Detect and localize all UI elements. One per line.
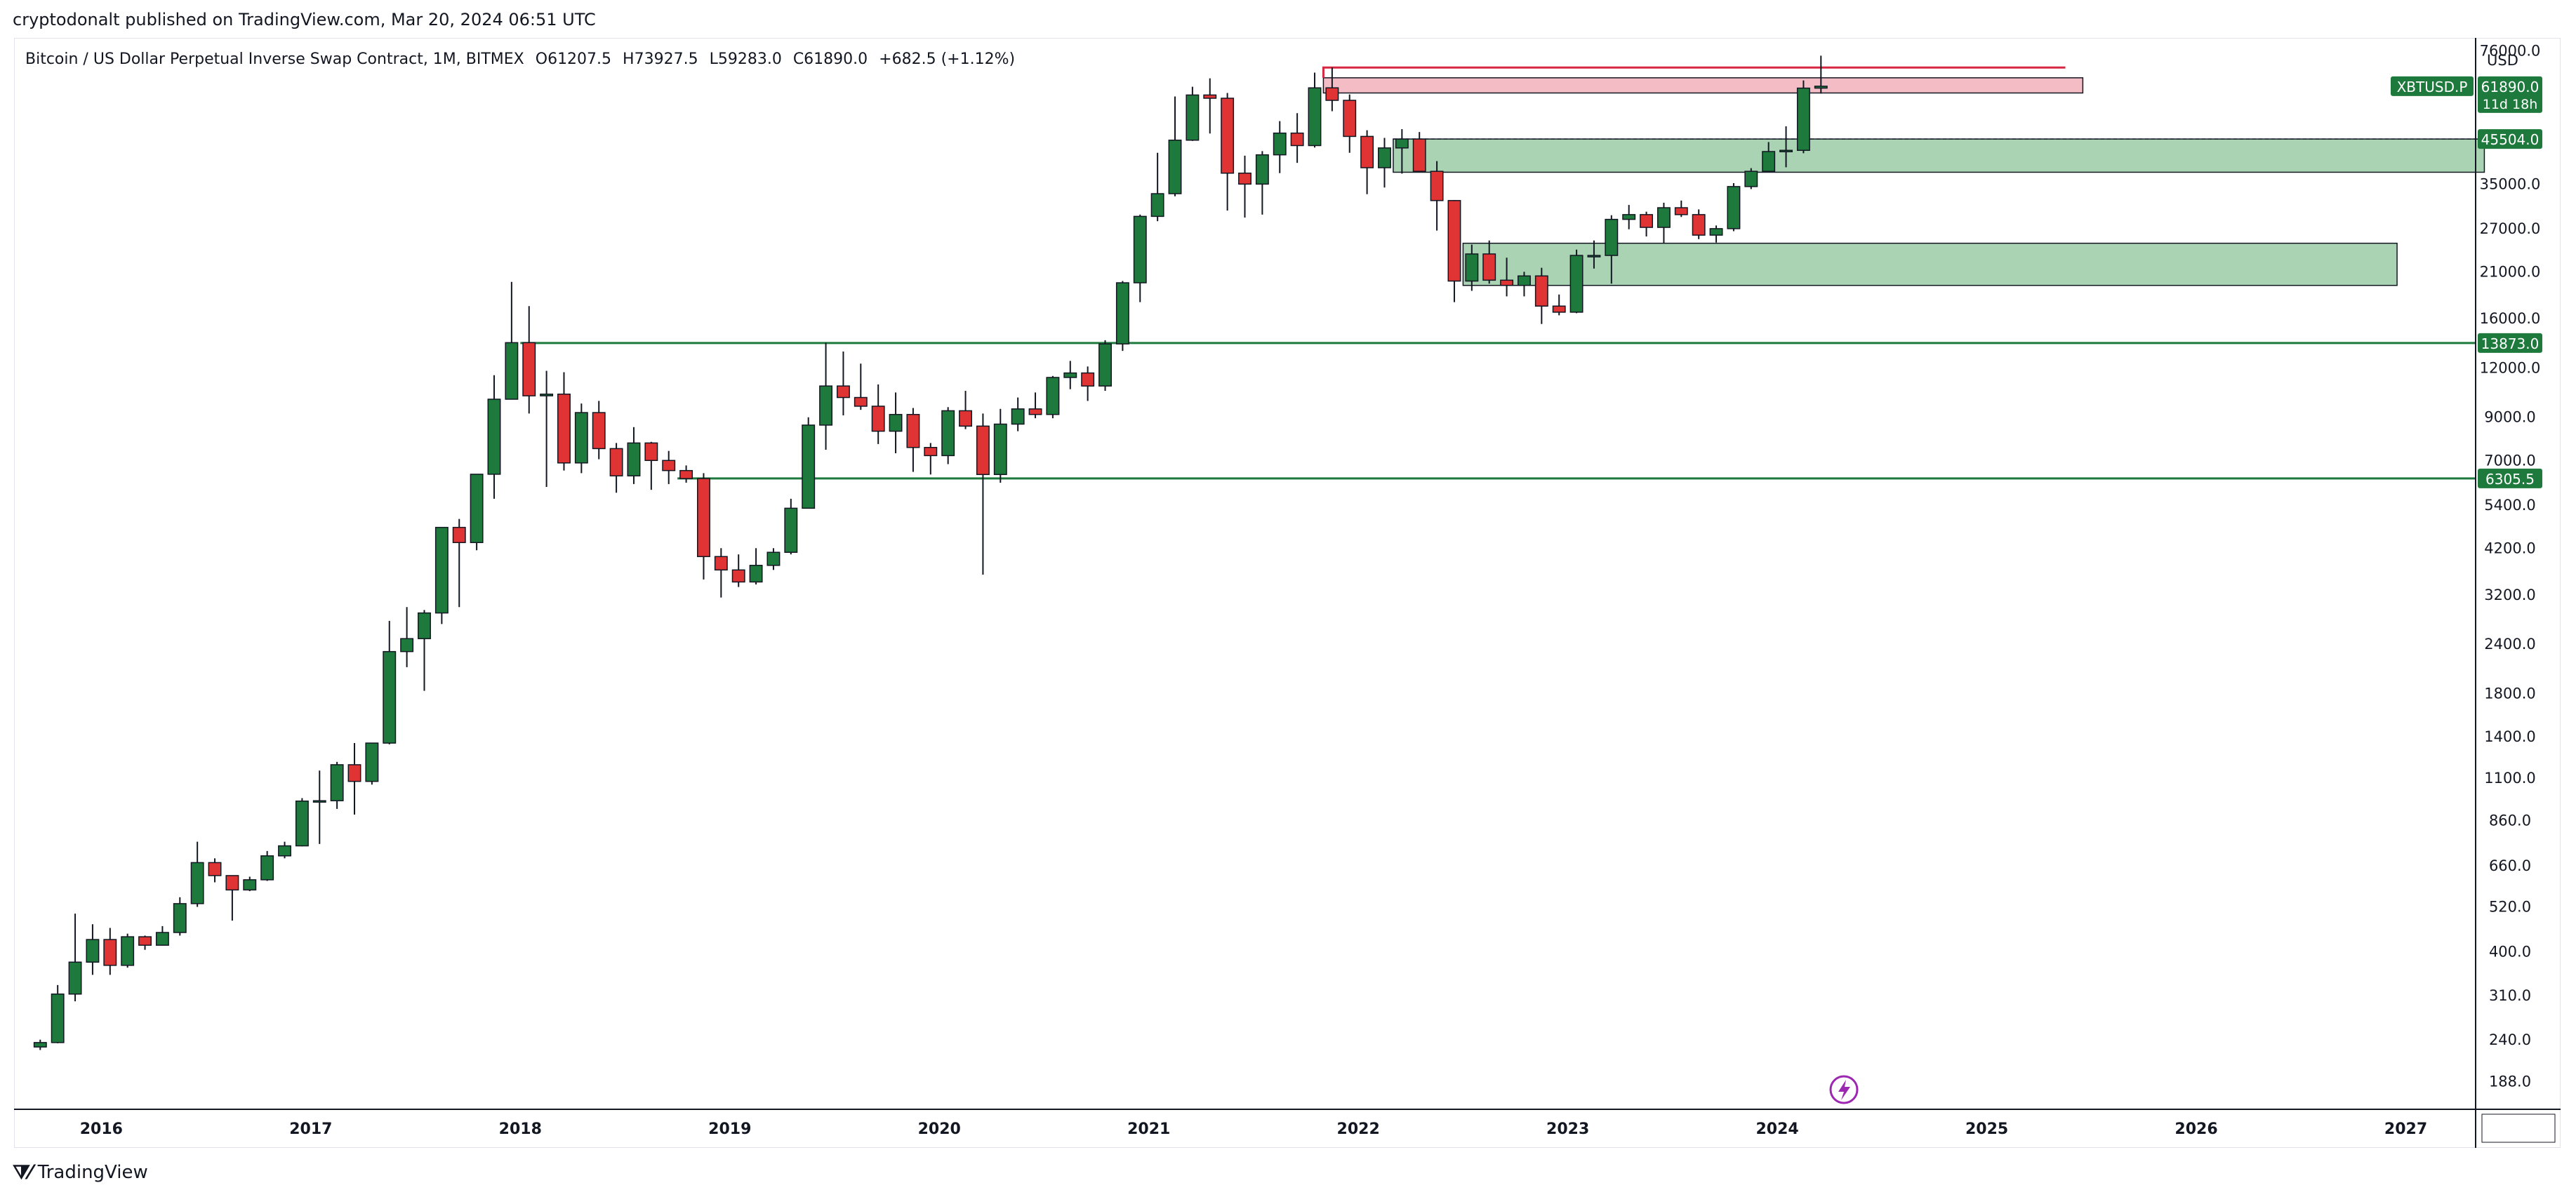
publish-info: cryptodonalt published on TradingView.co…: [13, 10, 596, 29]
ohlc-legend: Bitcoin / US Dollar Perpetual Inverse Sw…: [25, 51, 1026, 68]
tradingview-logo-icon: ⧩⁄: [13, 1161, 32, 1184]
footer-brand[interactable]: ⧩⁄ TradingView: [13, 1161, 148, 1184]
footer-brand-label: TradingView: [37, 1162, 148, 1183]
low-value: L59283.0: [709, 51, 782, 68]
change-value: +682.5 (+1.12%): [879, 51, 1016, 68]
currency-label[interactable]: USD: [2487, 52, 2518, 69]
high-value: H73927.5: [623, 51, 698, 68]
open-value: O61207.5: [535, 51, 612, 68]
chart-frame: [14, 38, 2561, 1148]
close-value: C61890.0: [792, 51, 868, 68]
symbol-title[interactable]: Bitcoin / US Dollar Perpetual Inverse Sw…: [25, 51, 524, 68]
